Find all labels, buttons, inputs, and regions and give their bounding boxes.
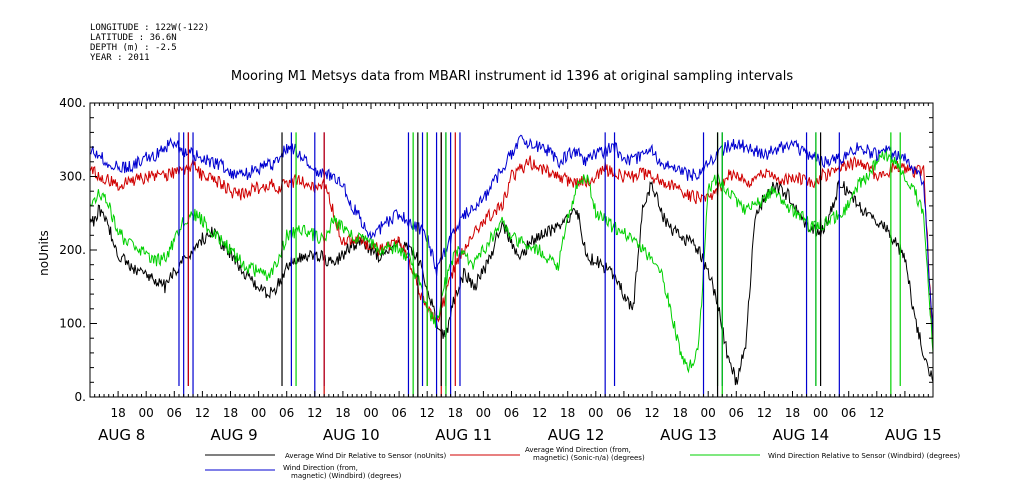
x-tick-label: 00: [701, 406, 716, 420]
x-tick-label: 00: [476, 406, 491, 420]
x-tick-label: 06: [167, 406, 182, 420]
x-tick-label: 06: [841, 406, 856, 420]
legend-label-4: magnetic) (Windbird) (degrees): [291, 472, 402, 480]
x-tick-label: 00: [813, 406, 828, 420]
x-tick-label: 00: [363, 406, 378, 420]
x-tick-label: 06: [729, 406, 744, 420]
y-tick-label: 300.: [59, 170, 86, 184]
latitude-label: LATITUDE : 36.6N: [90, 33, 177, 43]
legend-label-3: Wind Direction Relative to Sensor (Windb…: [768, 452, 960, 460]
y-tick-label: 100.: [59, 317, 86, 331]
x-tick-label: 00: [139, 406, 154, 420]
year-label: YEAR : 2011: [90, 53, 150, 63]
legend-label-2: Average Wind Direction (from,: [525, 446, 631, 454]
legend-label-2: magnetic) (Sonic-n/a) (degrees): [533, 454, 645, 462]
date-label: AUG 12: [548, 426, 605, 444]
x-tick-label: 12: [420, 406, 435, 420]
x-tick-label: 12: [307, 406, 322, 420]
x-tick-label: 18: [110, 406, 125, 420]
x-tick-label: 12: [532, 406, 547, 420]
date-label: AUG 13: [660, 426, 717, 444]
legend-label-4: Wind Direction (from,: [283, 464, 358, 472]
x-tick-label: 18: [672, 406, 687, 420]
x-tick-label: 06: [279, 406, 294, 420]
x-tick-label: 12: [195, 406, 210, 420]
series-line-4: [89, 134, 934, 339]
plot-series-layer: [89, 132, 934, 397]
y-axis-label: noUnits: [37, 230, 51, 276]
depth-label: DEPTH (m) : -2.5: [90, 43, 177, 53]
y-tick-label: 400.: [59, 96, 86, 110]
date-label: AUG 10: [323, 426, 380, 444]
legend-label-1: Average Wind Dir Relative to Sensor (noU…: [285, 452, 446, 460]
x-tick-label: 18: [223, 406, 238, 420]
legend: Average Wind Dir Relative to Sensor (noU…: [205, 446, 960, 480]
date-label: AUG 14: [773, 426, 830, 444]
x-tick-label: 06: [391, 406, 406, 420]
series-line-1: [89, 179, 934, 386]
x-tick-label: 00: [251, 406, 266, 420]
x-tick-label: 18: [560, 406, 575, 420]
date-label: AUG 15: [885, 426, 942, 444]
x-tick-label: 18: [448, 406, 463, 420]
date-label: AUG 9: [211, 426, 258, 444]
x-tick-label: 06: [616, 406, 631, 420]
x-tick-label: 12: [757, 406, 772, 420]
date-label: AUG 11: [435, 426, 492, 444]
chart-title: Mooring M1 Metsys data from MBARI instru…: [231, 69, 793, 84]
longitude-label: LONGITUDE : 122W(-122): [90, 23, 209, 33]
series-line-3: [89, 147, 934, 374]
x-tick-label: 06: [504, 406, 519, 420]
x-tick-label: 18: [335, 406, 350, 420]
axes-layer: 0. 100. 200. 300. 400. 18 00 06 12 18 00 06 12 18 00 06…: [59, 96, 941, 444]
series-line-2: [89, 155, 934, 346]
x-tick-label: 12: [644, 406, 659, 420]
x-tick-label: 18: [785, 406, 800, 420]
x-tick-label: 12: [869, 406, 884, 420]
x-tick-label: 00: [588, 406, 603, 420]
y-tick-label: 200.: [59, 243, 86, 257]
date-label: AUG 8: [98, 426, 145, 444]
y-tick-label: 0.: [75, 390, 86, 404]
